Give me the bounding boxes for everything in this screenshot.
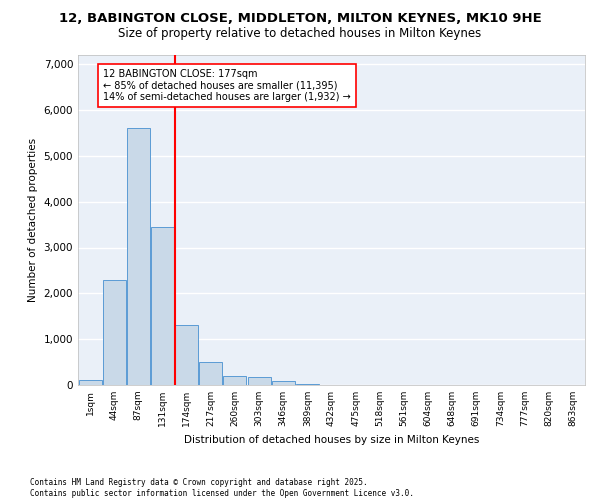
Bar	[151, 227, 174, 385]
Text: Size of property relative to detached houses in Milton Keynes: Size of property relative to detached ho…	[118, 28, 482, 40]
Text: Contains HM Land Registry data © Crown copyright and database right 2025.
Contai: Contains HM Land Registry data © Crown c…	[30, 478, 414, 498]
Text: 12 BABINGTON CLOSE: 177sqm
← 85% of detached houses are smaller (11,395)
14% of : 12 BABINGTON CLOSE: 177sqm ← 85% of deta…	[103, 68, 351, 102]
Bar	[272, 382, 295, 385]
X-axis label: Distribution of detached houses by size in Milton Keynes: Distribution of detached houses by size …	[184, 434, 479, 444]
Bar	[103, 280, 125, 385]
Bar	[248, 376, 271, 385]
Y-axis label: Number of detached properties: Number of detached properties	[28, 138, 38, 302]
Bar	[79, 380, 101, 385]
Bar	[223, 376, 247, 385]
Text: 12, BABINGTON CLOSE, MIDDLETON, MILTON KEYNES, MK10 9HE: 12, BABINGTON CLOSE, MIDDLETON, MILTON K…	[59, 12, 541, 26]
Bar	[199, 362, 222, 385]
Bar	[127, 128, 150, 385]
Bar	[296, 384, 319, 385]
Bar	[175, 325, 198, 385]
